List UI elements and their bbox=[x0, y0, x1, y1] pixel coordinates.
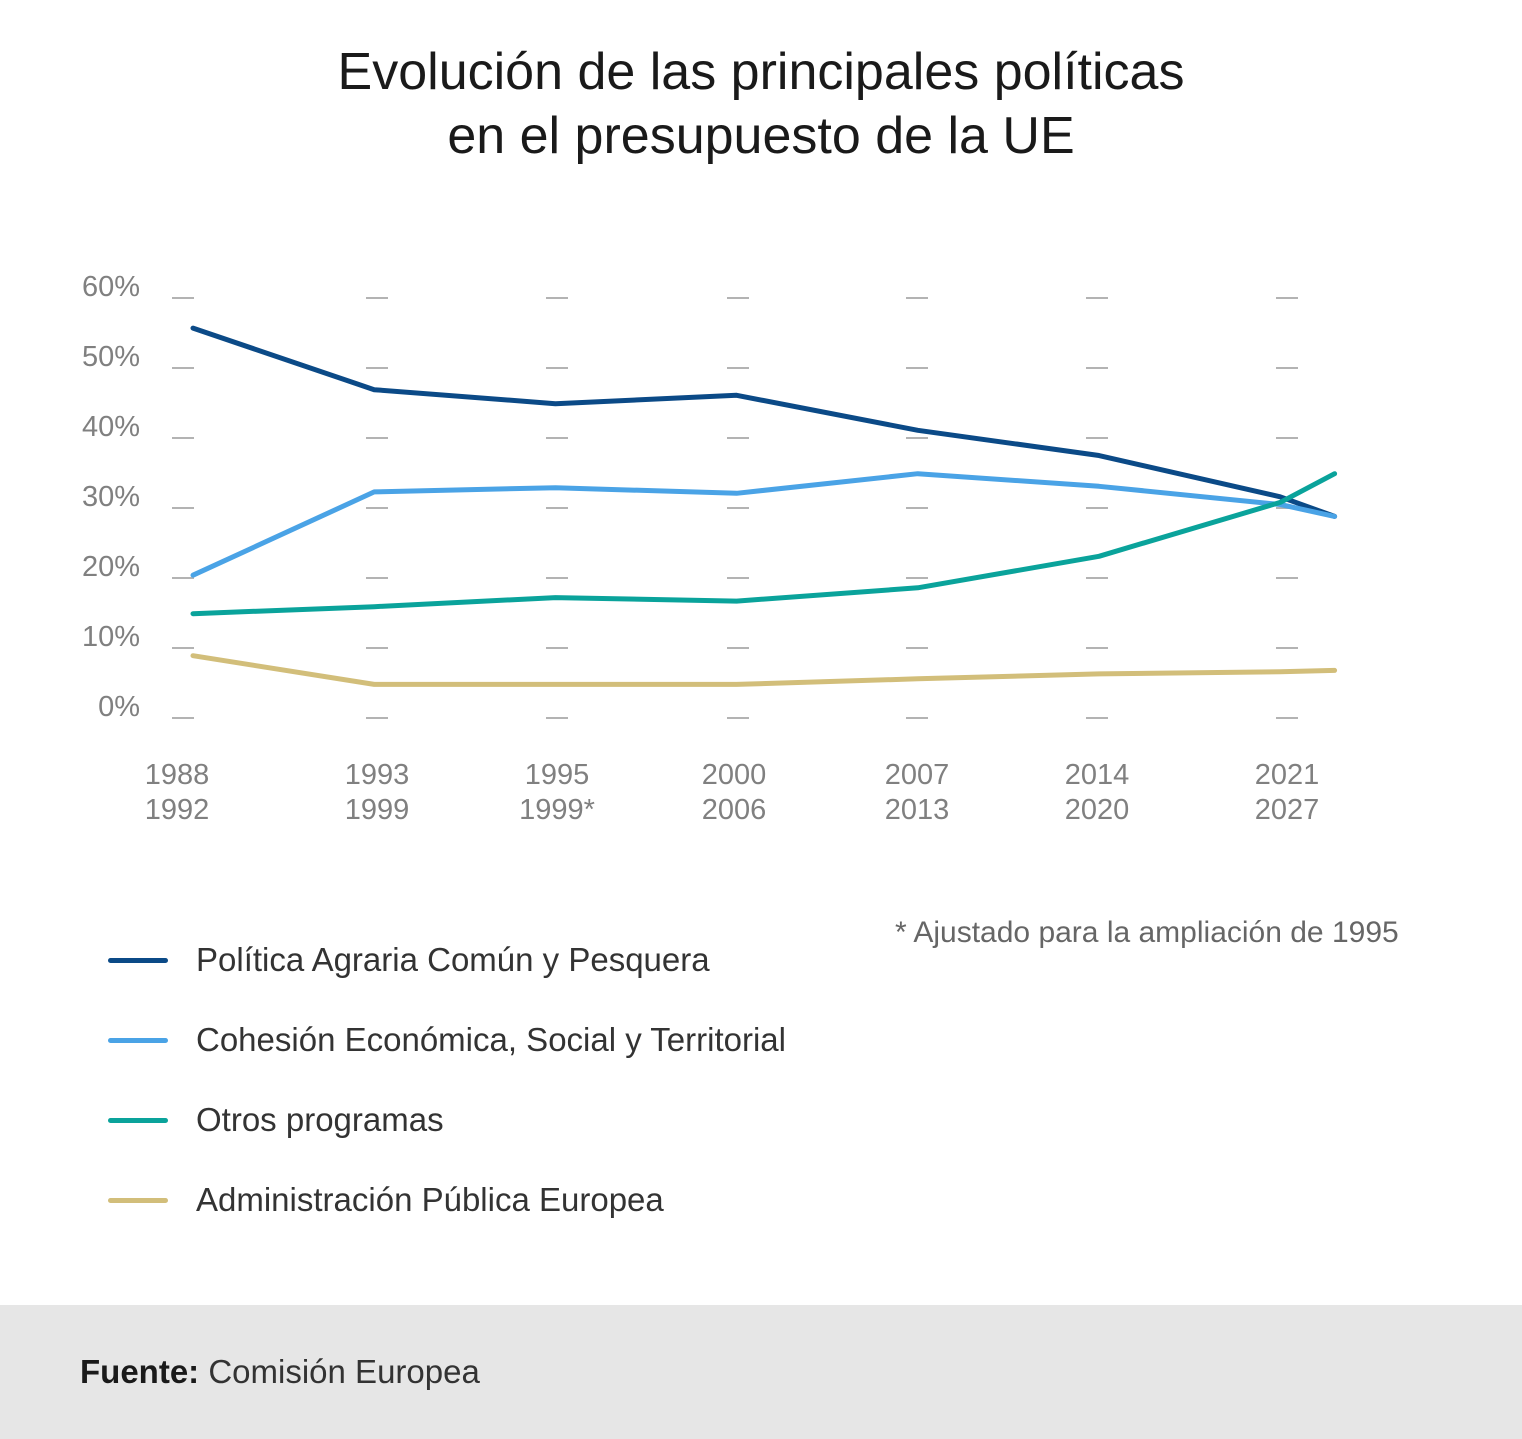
x-tick-label: 2007 bbox=[885, 759, 950, 791]
legend: Política Agraria Común y Pesquera Cohesi… bbox=[108, 920, 786, 1240]
series-line bbox=[190, 471, 1338, 617]
legend-item: Administración Pública Europea bbox=[108, 1160, 786, 1240]
source-label: Fuente: bbox=[80, 1353, 200, 1390]
x-tick-label: 2000 bbox=[702, 759, 767, 791]
legend-swatch bbox=[108, 1117, 168, 1123]
y-tick-label: 10% bbox=[82, 621, 140, 653]
legend-swatch bbox=[108, 957, 168, 963]
y-tick-label: 60% bbox=[82, 271, 140, 303]
x-tick-label: 2013 bbox=[885, 794, 950, 826]
x-tick-label: 2014 bbox=[1065, 759, 1130, 791]
y-tick-label: 20% bbox=[82, 551, 140, 583]
chart-title-line-2: en el presupuesto de la UE bbox=[447, 107, 1075, 165]
legend-label: Política Agraria Común y Pesquera bbox=[196, 941, 710, 978]
source-text: Comisión Europea bbox=[208, 1353, 480, 1390]
source-note: Fuente: Comisión Europea bbox=[80, 1353, 480, 1391]
chart-title-line-1: Evolución de las principales políticas bbox=[337, 43, 1185, 101]
x-tick-label: 2021 bbox=[1255, 759, 1320, 791]
series-line bbox=[190, 325, 1338, 519]
legend-label: Administración Pública Europea bbox=[196, 1181, 664, 1218]
y-tick-label: 0% bbox=[98, 691, 140, 723]
series-line bbox=[190, 653, 1338, 687]
x-tick-label: 2006 bbox=[702, 794, 767, 826]
chart-title: Evolución de las principales políticas e… bbox=[0, 40, 1522, 168]
y-tick-label: 30% bbox=[82, 481, 140, 513]
x-tick-label: 2027 bbox=[1255, 794, 1320, 826]
x-tick-label: 1988 bbox=[145, 759, 210, 791]
x-tick-label: 1992 bbox=[145, 794, 210, 826]
legend-item: Política Agraria Común y Pesquera bbox=[108, 920, 786, 1000]
legend-item: Cohesión Económica, Social y Territorial bbox=[108, 1000, 786, 1080]
legend-label: Otros programas bbox=[196, 1101, 444, 1138]
legend-swatch bbox=[108, 1197, 168, 1203]
footnote: * Ajustado para la ampliación de 1995 bbox=[895, 916, 1399, 949]
series-line bbox=[190, 471, 1338, 578]
x-tick-label: 1995 bbox=[525, 759, 590, 791]
x-tick-label: 1999 bbox=[345, 794, 410, 826]
legend-label: Cohesión Económica, Social y Territorial bbox=[196, 1021, 786, 1058]
legend-swatch bbox=[108, 1037, 168, 1043]
x-tick-label: 1999* bbox=[519, 794, 595, 826]
legend-item: Otros programas bbox=[108, 1080, 786, 1160]
y-tick-label: 50% bbox=[82, 341, 140, 373]
x-tick-label: 2020 bbox=[1065, 794, 1130, 826]
x-tick-label: 1993 bbox=[345, 759, 410, 791]
footer: Fuente: Comisión Europea bbox=[0, 1305, 1522, 1439]
y-tick-label: 40% bbox=[82, 411, 140, 443]
